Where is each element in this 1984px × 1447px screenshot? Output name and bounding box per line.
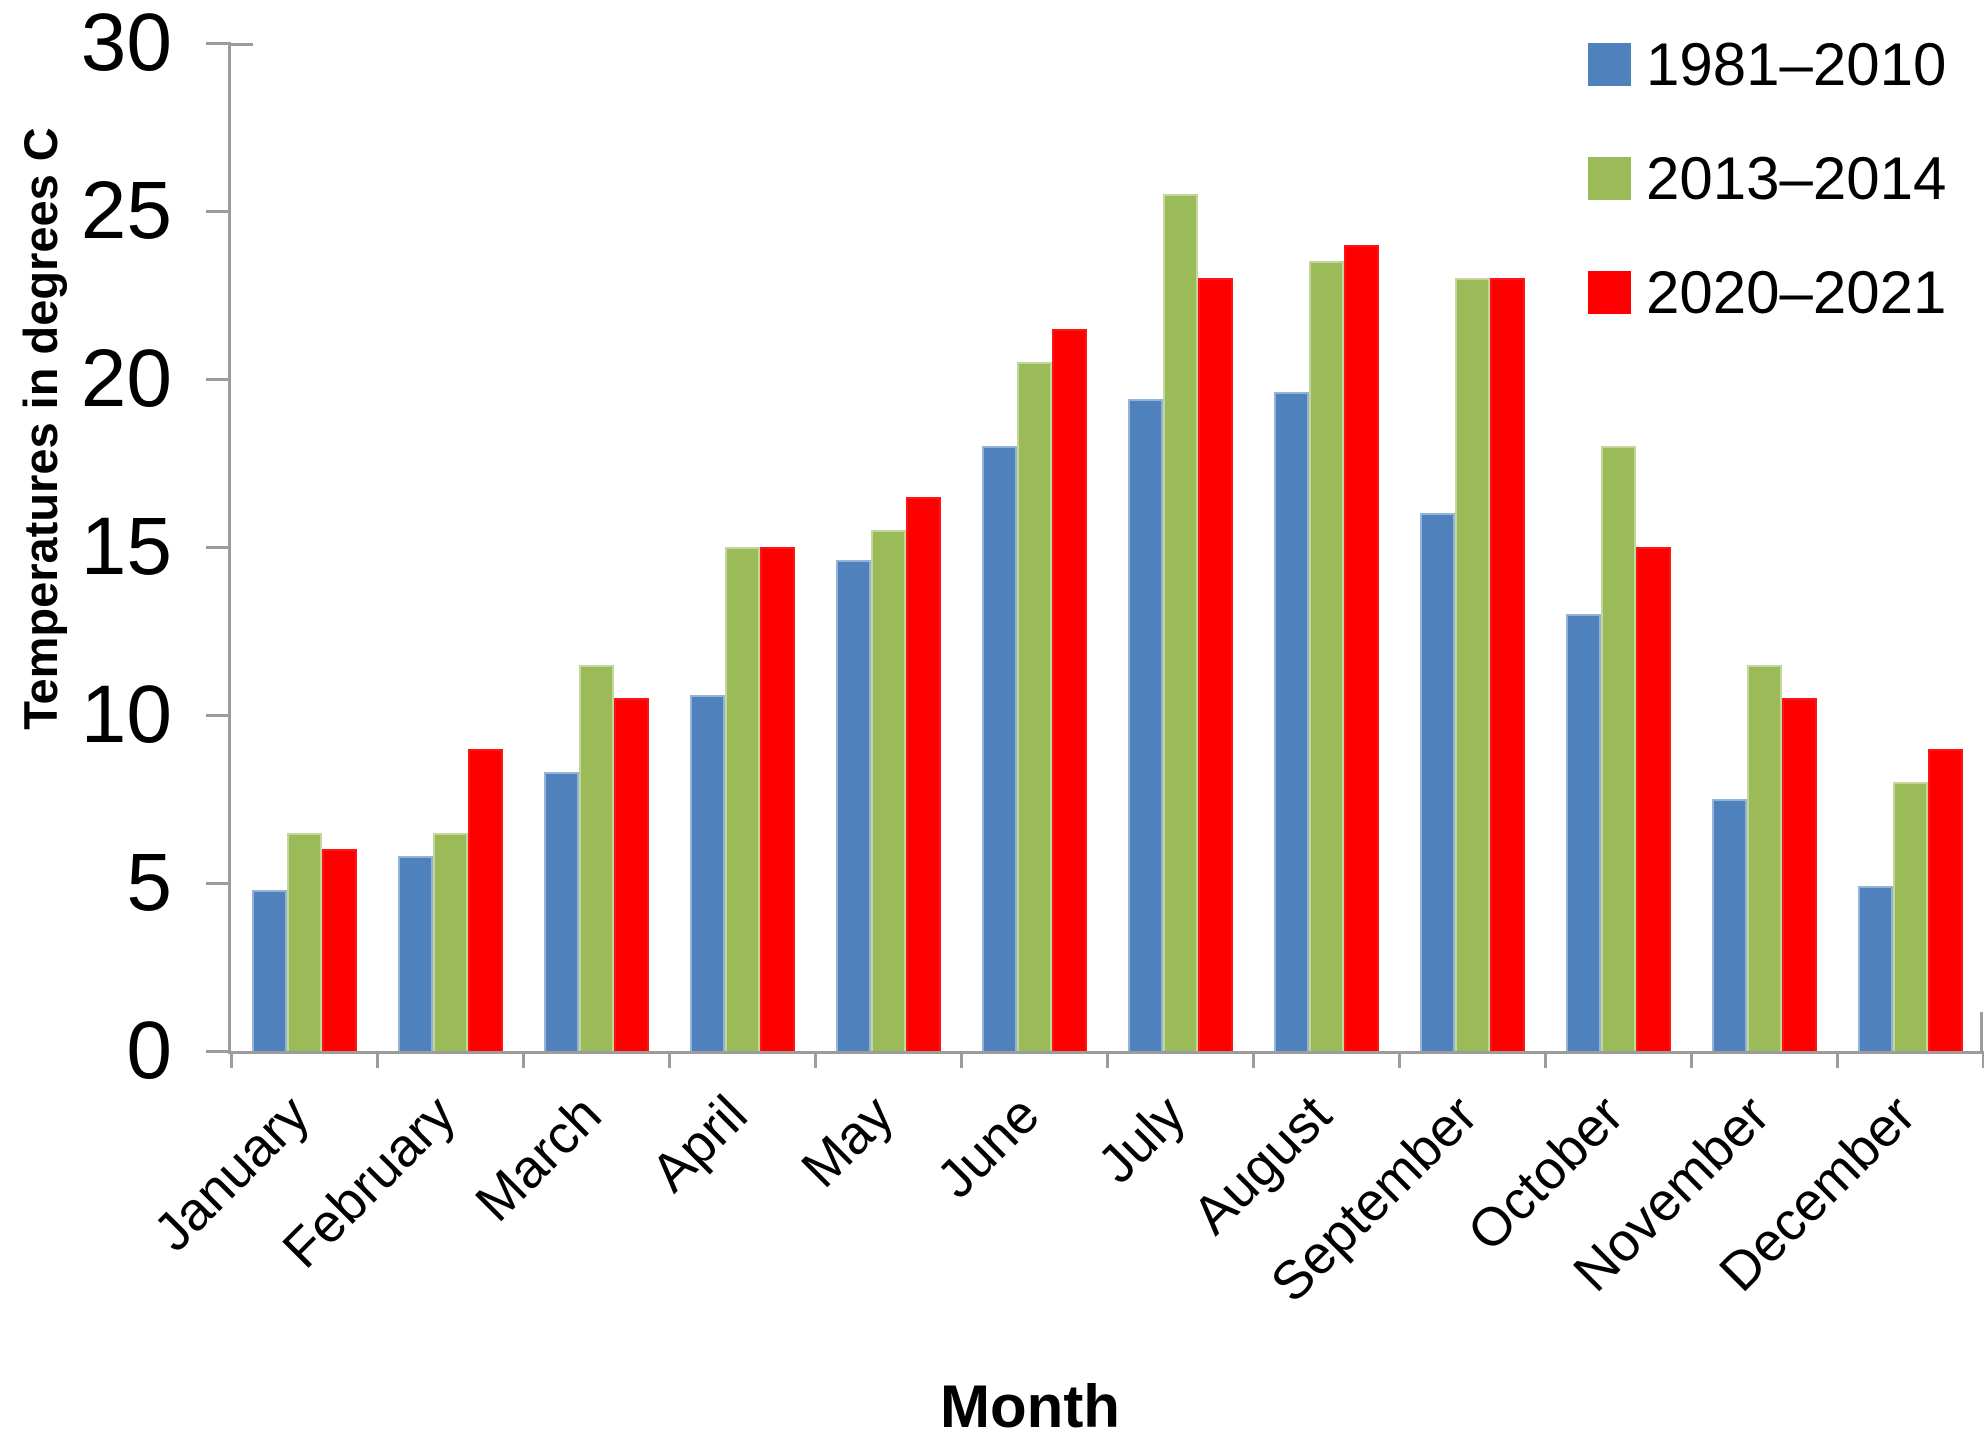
legend-swatch-icon [1588, 270, 1631, 314]
x-tick-2 [522, 1051, 525, 1068]
bar-group-february [377, 43, 523, 1051]
y-tick-10 [206, 714, 231, 717]
x-tick-10 [1690, 1051, 1693, 1068]
legend-item: 1981–2010 [1588, 7, 1946, 121]
x-tick-6 [1106, 1051, 1109, 1068]
plot-area [228, 43, 1983, 1054]
bar-group-october [1545, 43, 1691, 1051]
y-tick-30 [206, 42, 231, 45]
y-tick-label-20: 20 [80, 333, 172, 424]
y-tick-label-30: 30 [80, 0, 172, 88]
x-tick-4 [814, 1051, 817, 1068]
x-axis-end-cap [1980, 1012, 1983, 1051]
x-tick-0 [230, 1051, 233, 1068]
bar-january-1981–2010 [251, 889, 287, 1051]
bar-july-1981–2010 [1127, 399, 1163, 1051]
x-tick-5 [960, 1051, 963, 1068]
bar-october-1981–2010 [1565, 614, 1601, 1051]
x-tick-7 [1252, 1051, 1255, 1068]
bar-march-1981–2010 [543, 772, 579, 1051]
bar-june-2013–2014 [1016, 362, 1052, 1051]
bar-may-2013–2014 [870, 530, 906, 1051]
bar-group-december [1837, 43, 1983, 1051]
bar-group-july [1107, 43, 1253, 1051]
x-tick-11 [1836, 1051, 1839, 1068]
y-tick-label-25: 25 [80, 165, 172, 256]
bar-march-2020–2021 [613, 698, 649, 1051]
bar-august-2020–2021 [1343, 244, 1379, 1051]
legend-label: 2020–2021 [1646, 258, 1947, 326]
bar-group-august [1253, 43, 1399, 1051]
y-tick-0 [206, 1050, 231, 1053]
bar-december-2013–2014 [1892, 782, 1928, 1051]
bar-december-1981–2010 [1857, 886, 1893, 1051]
legend-item: 2020–2021 [1588, 235, 1946, 349]
bar-november-2020–2021 [1781, 698, 1817, 1051]
y-tick-label-5: 5 [126, 837, 172, 928]
bar-september-2013–2014 [1454, 278, 1490, 1051]
bar-september-2020–2021 [1489, 278, 1525, 1051]
bar-february-2013–2014 [432, 832, 468, 1051]
bar-may-1981–2010 [835, 560, 871, 1051]
x-axis-title: Month [940, 1373, 1120, 1440]
bar-february-1981–2010 [397, 856, 433, 1051]
bar-april-1981–2010 [689, 694, 725, 1051]
x-tick-3 [668, 1051, 671, 1068]
bar-group-june [961, 43, 1107, 1051]
y-tick-label-15: 15 [80, 501, 172, 592]
bar-june-2020–2021 [1051, 328, 1087, 1051]
bar-group-september [1399, 43, 1545, 1051]
bar-november-1981–2010 [1711, 799, 1747, 1051]
bar-june-1981–2010 [981, 446, 1017, 1051]
bar-january-2013–2014 [286, 832, 322, 1051]
bar-july-2020–2021 [1197, 278, 1233, 1051]
bar-november-2013–2014 [1746, 664, 1782, 1051]
bar-september-1981–2010 [1419, 513, 1455, 1051]
bar-group-may [815, 43, 961, 1051]
bar-october-2020–2021 [1635, 547, 1671, 1051]
y-tick-15 [206, 546, 231, 549]
legend-label: 2013–2014 [1646, 144, 1947, 212]
bar-groups [231, 43, 1983, 1051]
bar-january-2020–2021 [321, 849, 357, 1051]
x-tick-1 [376, 1051, 379, 1068]
bar-march-2013–2014 [578, 664, 614, 1051]
legend-label: 1981–2010 [1646, 30, 1947, 98]
legend-swatch-icon [1588, 42, 1631, 86]
legend: 1981–2010 2013–2014 2020–2021 [1588, 7, 1946, 349]
x-tick-12 [1982, 1051, 1984, 1068]
y-tick-label-0: 0 [126, 1005, 172, 1096]
x-tick-8 [1398, 1051, 1401, 1068]
bar-group-april [669, 43, 815, 1051]
x-tick-9 [1544, 1051, 1547, 1068]
bar-april-2013–2014 [724, 547, 760, 1051]
legend-swatch-icon [1588, 156, 1631, 200]
bar-august-1981–2010 [1273, 392, 1309, 1051]
bar-december-2020–2021 [1927, 748, 1963, 1051]
bar-group-january [231, 43, 377, 1051]
bar-august-2013–2014 [1308, 261, 1344, 1051]
y-axis-top-cap [231, 43, 253, 46]
legend-item: 2013–2014 [1588, 121, 1946, 235]
bar-february-2020–2021 [467, 748, 503, 1051]
y-tick-5 [206, 882, 231, 885]
bar-may-2020–2021 [905, 496, 941, 1051]
bar-group-november [1691, 43, 1837, 1051]
bar-july-2013–2014 [1162, 194, 1198, 1051]
y-tick-label-10: 10 [80, 669, 172, 760]
y-tick-20 [206, 378, 231, 381]
bar-april-2020–2021 [759, 547, 795, 1051]
bar-october-2013–2014 [1600, 446, 1636, 1051]
y-tick-25 [206, 210, 231, 213]
bar-group-march [523, 43, 669, 1051]
